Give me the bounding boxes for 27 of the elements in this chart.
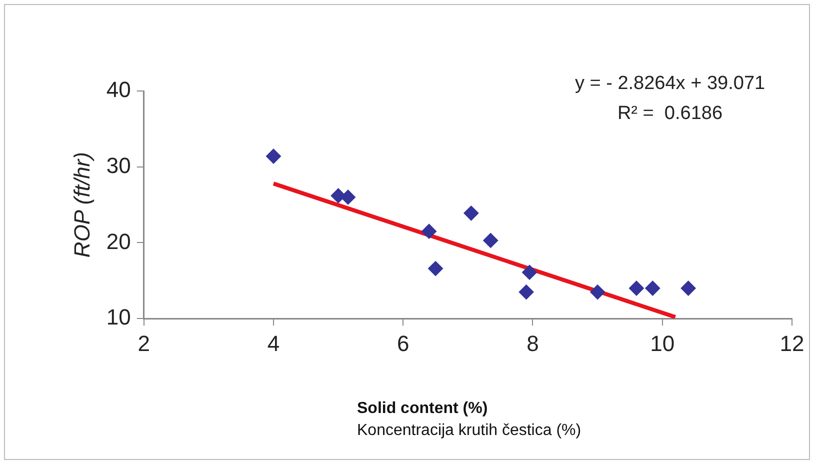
- x-tick-label: 12: [780, 330, 804, 356]
- x-tick-label: 6: [396, 330, 410, 356]
- point: [628, 280, 644, 296]
- x-tick-label: 10: [650, 330, 675, 356]
- point: [483, 232, 498, 248]
- y-tick-label: 40: [106, 77, 131, 102]
- point: [340, 190, 356, 205]
- y-tick-label: 20: [106, 228, 131, 254]
- point: [266, 148, 281, 164]
- point: [518, 284, 534, 300]
- x-tick-label: 4: [267, 330, 280, 356]
- annotation: R² = 0.6186: [617, 103, 723, 124]
- annotation: y = - 2.8264x + 39.071: [574, 73, 766, 94]
- point: [464, 206, 479, 221]
- y-tick-label: 30: [106, 152, 131, 178]
- x-tick-label: 8: [526, 330, 539, 356]
- point: [428, 261, 444, 276]
- y-tick-label: 10: [106, 304, 131, 330]
- point: [330, 188, 346, 204]
- x-axis-title: Solid content (%) Koncentracija krutih čestica (%): [357, 400, 582, 440]
- point: [680, 280, 696, 296]
- x-tick-label: 2: [138, 330, 150, 356]
- y-axis-title: ROP (ft/hr): [69, 152, 94, 258]
- point: [422, 224, 437, 239]
- point: [522, 264, 538, 280]
- point: [645, 280, 660, 296]
- point: [590, 284, 606, 300]
